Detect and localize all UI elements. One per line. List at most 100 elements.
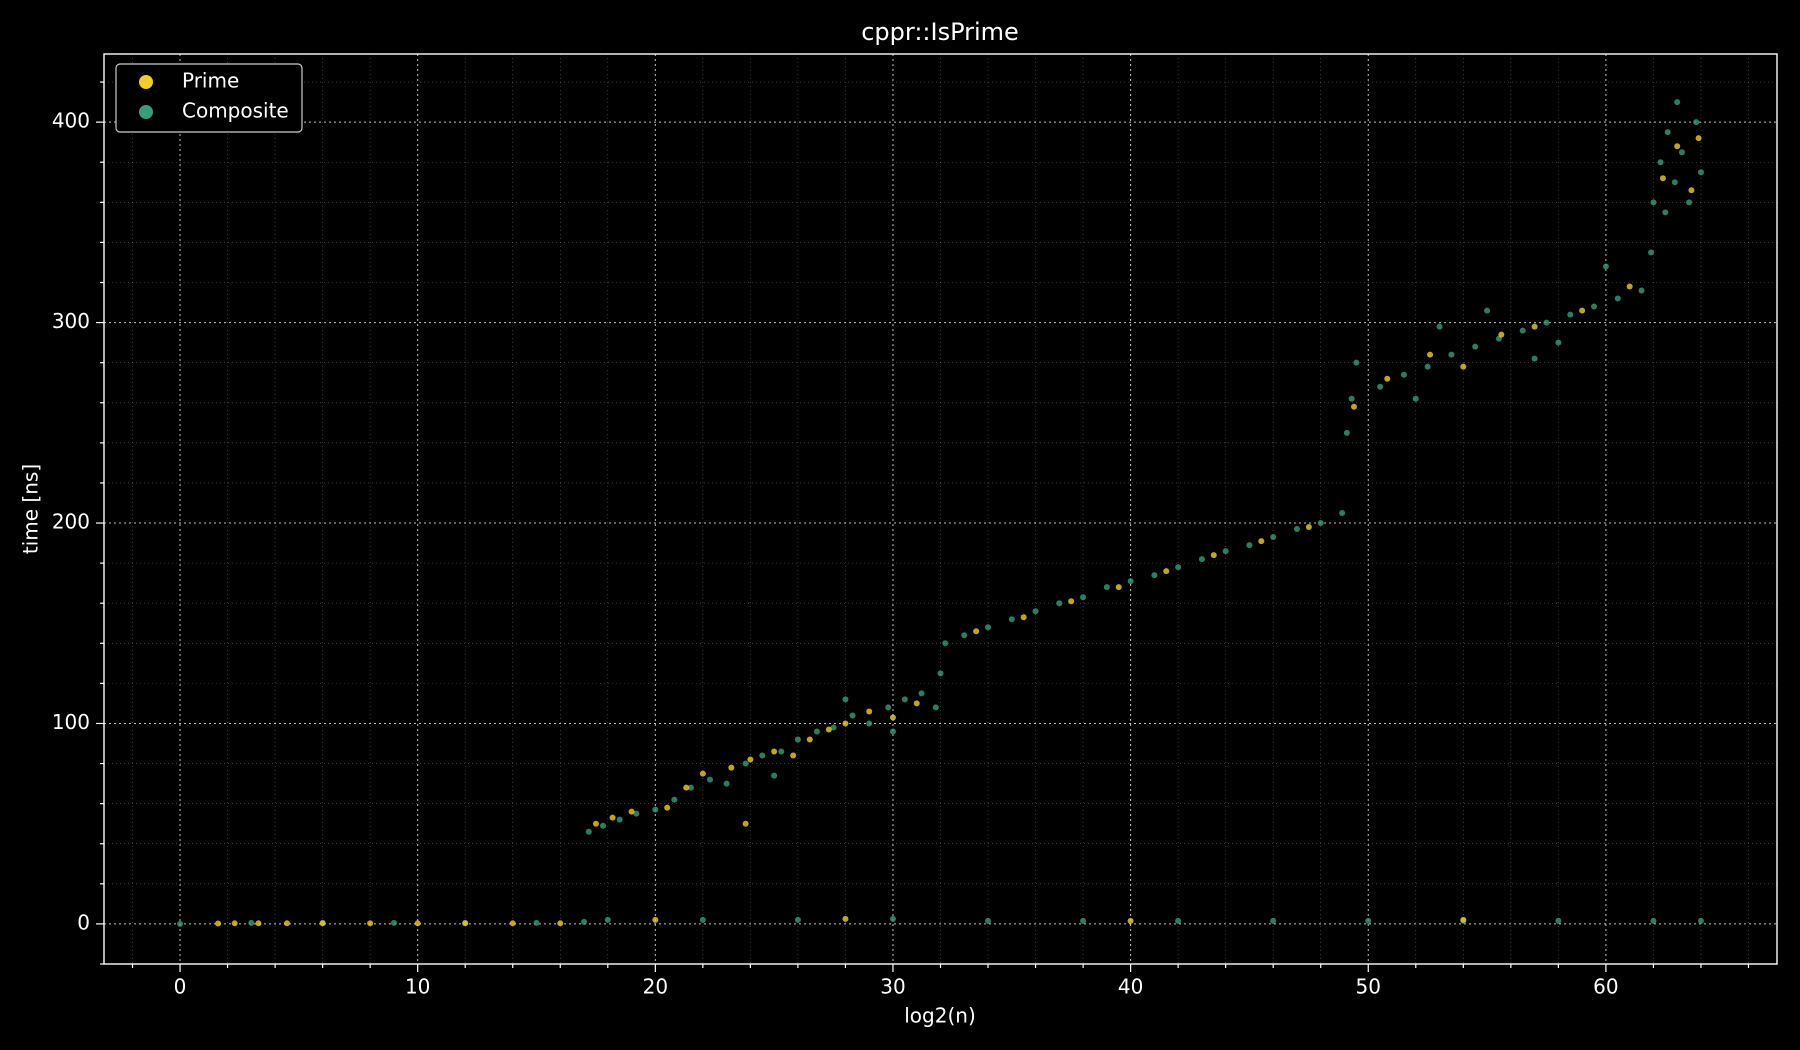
data-point — [985, 624, 992, 631]
data-point — [778, 748, 785, 755]
data-point — [889, 915, 896, 922]
data-point — [248, 919, 255, 926]
data-point — [885, 704, 892, 711]
data-point — [1317, 520, 1324, 527]
data-point — [842, 696, 849, 703]
data-point — [771, 748, 778, 755]
data-point — [973, 628, 980, 635]
data-point — [723, 780, 730, 787]
data-point — [937, 670, 944, 677]
data-point — [581, 918, 588, 925]
data-point — [794, 916, 801, 923]
data-point — [1080, 594, 1087, 601]
data-point — [1531, 323, 1538, 330]
data-point — [1056, 600, 1063, 607]
data-point — [699, 770, 706, 777]
data-point — [231, 920, 238, 927]
data-point — [790, 752, 797, 759]
data-point — [1498, 331, 1505, 338]
data-point — [742, 820, 749, 827]
data-point — [866, 708, 873, 715]
data-point — [918, 690, 925, 697]
data-point — [1567, 311, 1574, 318]
data-point — [1293, 526, 1300, 533]
data-point — [1555, 917, 1562, 924]
data-point — [557, 920, 564, 927]
data-point — [683, 784, 690, 791]
data-point — [1384, 375, 1391, 382]
data-point — [1674, 143, 1681, 150]
y-tick-label: 0 — [77, 910, 90, 934]
data-point — [255, 920, 262, 927]
data-point — [1531, 355, 1538, 362]
x-axis-label: log2(n) — [904, 1004, 976, 1028]
data-point — [652, 916, 659, 923]
data-point — [742, 760, 749, 767]
y-axis-label: time [ns] — [19, 464, 43, 554]
y-tick-label: 300 — [52, 309, 90, 333]
data-point — [1697, 169, 1704, 176]
data-point — [794, 736, 801, 743]
y-tick-label: 100 — [52, 710, 90, 734]
plot-frame — [103, 53, 1778, 965]
data-point — [1693, 119, 1700, 126]
data-point — [1688, 187, 1695, 194]
data-point — [706, 776, 713, 783]
data-point — [215, 920, 222, 927]
data-point — [901, 696, 908, 703]
data-point — [985, 917, 992, 924]
data-point — [592, 820, 599, 827]
data-point — [1270, 534, 1277, 541]
data-point — [825, 726, 832, 733]
data-point — [889, 728, 896, 735]
data-point — [414, 920, 421, 927]
data-point — [687, 784, 694, 791]
data-point — [1222, 548, 1229, 555]
data-point — [1175, 917, 1182, 924]
chart-title: cppr::IsPrime — [861, 18, 1019, 46]
data-point — [1674, 99, 1681, 106]
data-point — [390, 919, 397, 926]
data-point — [1697, 917, 1704, 924]
data-point — [1657, 159, 1664, 166]
data-point — [889, 714, 896, 721]
data-point — [664, 804, 671, 811]
x-tick-label: 50 — [1356, 975, 1381, 999]
data-point — [600, 822, 607, 829]
data-point — [367, 920, 374, 927]
data-point — [1305, 524, 1312, 531]
data-point — [1350, 403, 1357, 410]
data-point — [1436, 323, 1443, 330]
x-tick-label: 60 — [1593, 975, 1618, 999]
data-point — [1008, 616, 1015, 623]
data-point — [1258, 538, 1265, 545]
data-point — [1472, 343, 1479, 350]
data-point — [1678, 149, 1685, 156]
data-point — [1519, 327, 1526, 334]
data-point — [1427, 351, 1434, 358]
data-point — [628, 808, 635, 815]
data-point — [1695, 135, 1702, 142]
data-point — [1602, 263, 1609, 270]
x-tick-label: 40 — [1118, 975, 1143, 999]
data-point — [747, 756, 754, 763]
data-point — [1339, 510, 1346, 517]
data-point — [1175, 564, 1182, 571]
data-point — [1377, 383, 1384, 390]
data-point — [1591, 303, 1598, 310]
data-point — [699, 916, 706, 923]
series-points — [215, 135, 1702, 927]
y-tick-label: 400 — [52, 109, 90, 133]
data-point — [1020, 614, 1027, 621]
data-point — [1400, 371, 1407, 378]
data-point — [1365, 917, 1372, 924]
data-point — [1424, 363, 1431, 370]
data-point — [1484, 307, 1491, 314]
data-point — [1348, 395, 1355, 402]
data-point — [1664, 129, 1671, 136]
data-point — [942, 640, 949, 647]
x-tick-label: 20 — [643, 975, 668, 999]
data-point — [1210, 552, 1217, 559]
data-point — [1686, 199, 1693, 206]
